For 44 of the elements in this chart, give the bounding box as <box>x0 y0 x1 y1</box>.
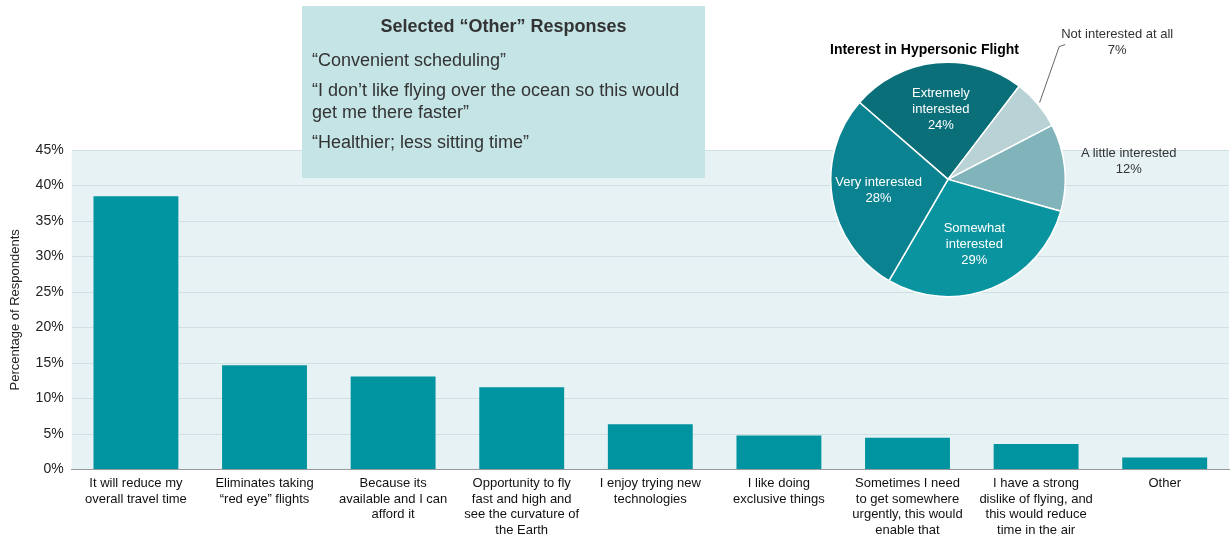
x-tick-label: Opportunity to fly fast and high and see the curvature of the Earth <box>464 474 580 537</box>
text: “I don’t like flying over the ocean so this would get me there faster” <box>312 79 681 123</box>
y-tick-label: 10% <box>35 389 64 406</box>
y-axis-title: Percentage of Respondents <box>7 228 23 391</box>
annotation: “Healthier; less sitting time” <box>312 131 531 153</box>
data-label: 29% <box>961 252 988 268</box>
slice-label: A little interested <box>1081 144 1177 160</box>
y-tick-label: 20% <box>35 318 64 335</box>
y-tick-label: 40% <box>35 176 64 193</box>
data-label: 12% <box>1115 160 1143 176</box>
bar <box>736 435 822 470</box>
bar <box>350 376 436 470</box>
y-tick-label: 45% <box>35 140 64 157</box>
y-tick-label: 15% <box>35 353 64 370</box>
data-label: 24% <box>927 116 955 132</box>
slice-label: Somewhat interested <box>943 220 1006 252</box>
bar <box>865 437 950 470</box>
x-tick-label: I have a strong dislike of flying, and this would reduce time in the air <box>979 474 1093 537</box>
data-label: 7% <box>1107 42 1128 58</box>
slice-label: Extremely interested <box>911 84 971 116</box>
bar <box>607 424 693 470</box>
x-tick-label: I enjoy trying new technologies <box>599 474 702 506</box>
x-tick-label: It will reduce my overall travel time <box>84 474 187 506</box>
slice-label: Very interested <box>835 174 922 190</box>
bar <box>93 196 179 470</box>
bar <box>1122 457 1208 470</box>
x-tick-label: Eliminates taking “red eye” flights <box>215 474 314 506</box>
text: Interest in Hypersonic Flight <box>830 41 1020 58</box>
bar <box>993 444 1079 470</box>
y-tick-label: 30% <box>35 247 64 264</box>
text: “Convenient scheduling” <box>312 49 508 71</box>
text: Selected “Other” Responses <box>379 16 628 37</box>
y-tick-label: 35% <box>35 211 64 228</box>
y-tick-label: 5% <box>43 424 64 441</box>
bar <box>222 365 307 470</box>
data-label: 28% <box>865 190 893 206</box>
x-tick-label: Sometimes I need to get somewhere urgently, this would enable that <box>852 474 963 537</box>
bar <box>479 387 565 470</box>
x-tick-label: I like doing exclusive things <box>733 474 826 506</box>
y-tick-label: 25% <box>35 282 64 299</box>
x-tick-label: Other <box>1148 474 1182 490</box>
y-tick-label: 0% <box>43 460 64 477</box>
x-tick-label: Because its available and I can afford it <box>338 474 448 522</box>
slice-label: Not interested at all <box>1061 26 1174 42</box>
